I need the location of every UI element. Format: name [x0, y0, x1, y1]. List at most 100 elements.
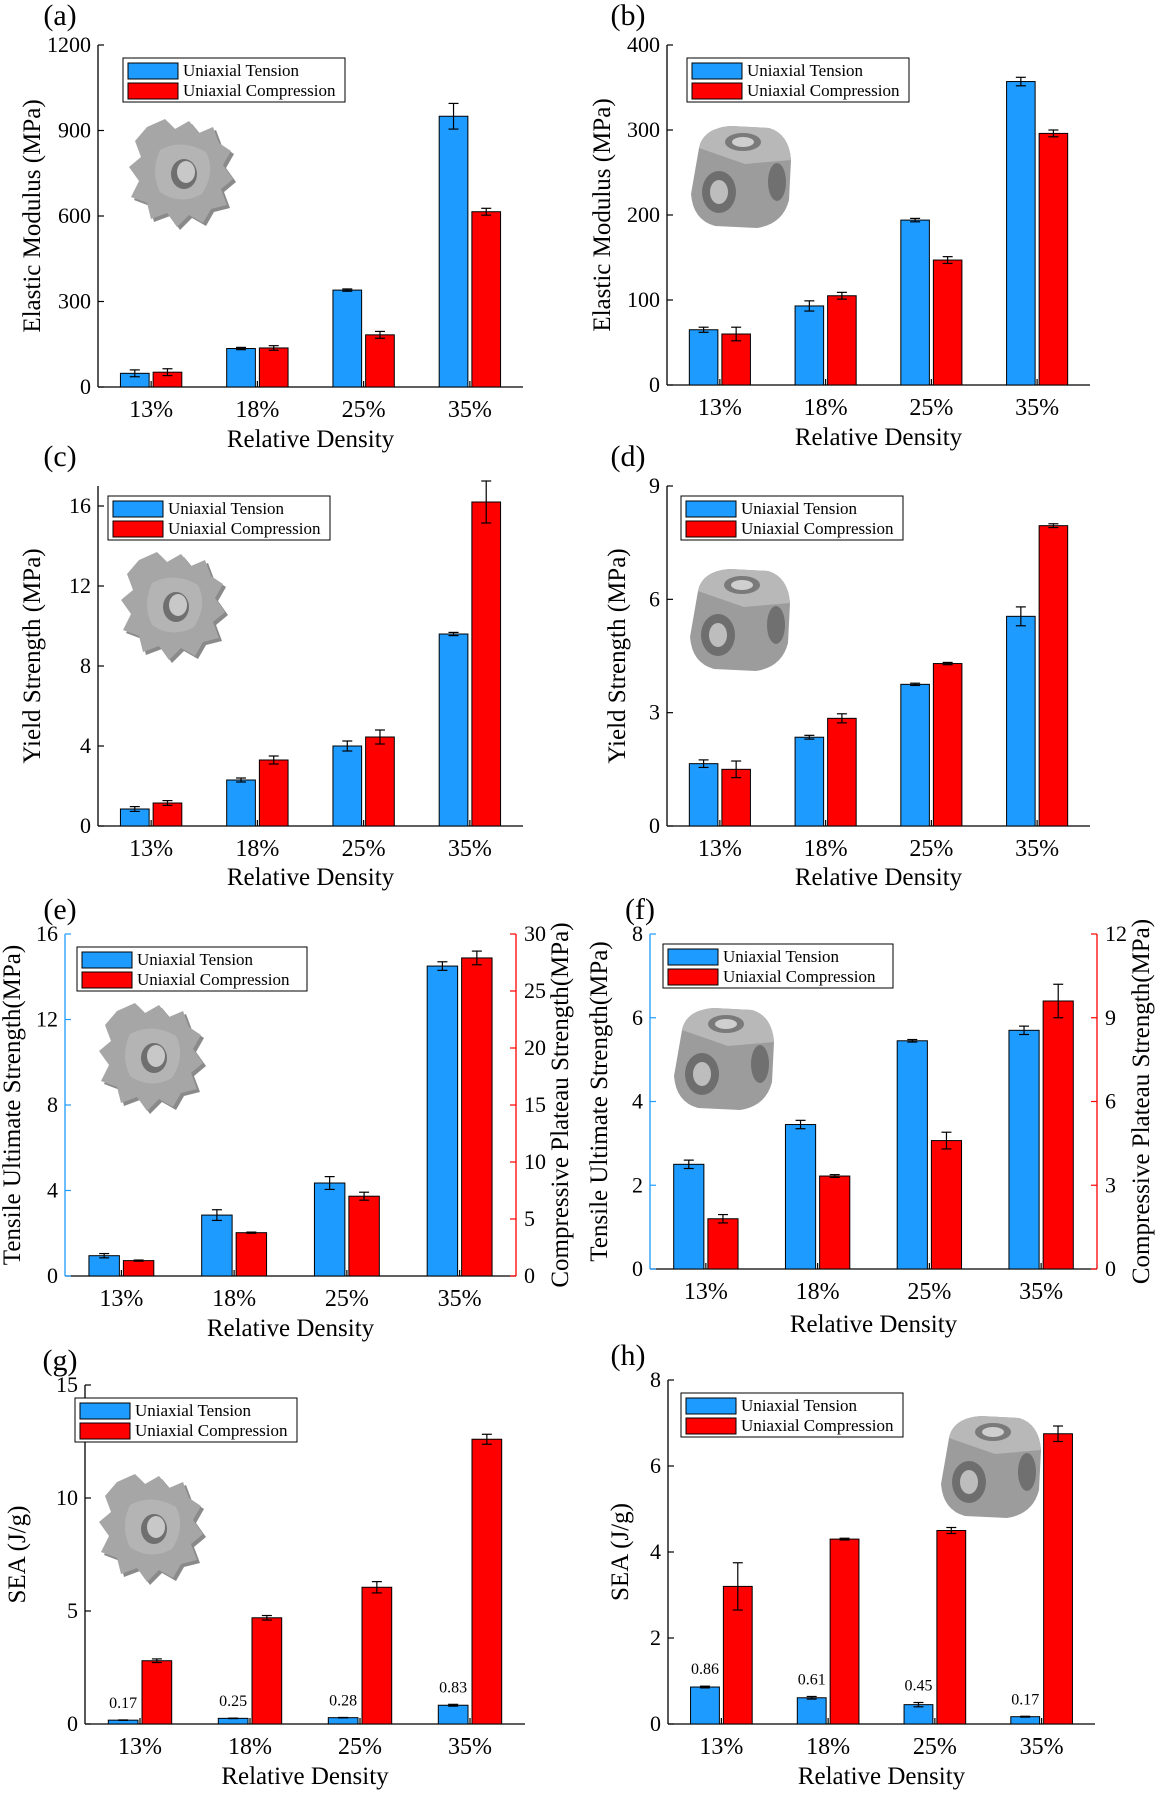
gyroid-hole-inner — [147, 1516, 165, 1538]
y-tick-label: 6 — [650, 1453, 661, 1478]
legend-swatch-tension — [79, 1402, 131, 1420]
cubic-top-hole-inner — [732, 137, 754, 147]
bar-tension — [903, 1704, 934, 1725]
data-label: 0.17 — [109, 1695, 137, 1712]
bar-tension — [201, 1214, 233, 1277]
chart-panel-h: (h) 0 2 4 6 8 13% 0.86 18% 0.61 25% 0.45 35% 0.17 Rela… — [607, 1339, 1095, 1790]
gyroid-hole-inner — [177, 161, 195, 183]
legend-swatch-tension — [667, 948, 719, 966]
x-tick-label: 18% — [235, 397, 279, 423]
panel-label: (e) — [43, 893, 76, 926]
y-tick-label: 6 — [649, 586, 660, 611]
bar-compression — [819, 1175, 851, 1270]
y-tick-label: 6 — [632, 1005, 643, 1030]
x-tick-label: 25% — [913, 1734, 957, 1760]
legend-label-tension: Uniaxial Tension — [741, 1396, 858, 1415]
y-tick-label: 0 — [632, 1256, 643, 1281]
bar-compression — [1042, 1000, 1074, 1270]
y-right-tick-label: 9 — [1105, 1005, 1116, 1030]
x-axis-title: Relative Density — [221, 1763, 389, 1790]
y-tick-label: 8 — [650, 1367, 661, 1392]
x-tick-label: 25% — [342, 836, 386, 862]
legend-label-compression: Uniaxial Compression — [168, 519, 321, 538]
x-tick-label: 18% — [804, 836, 848, 862]
y-axis-title: SEA (J/g) — [607, 1503, 634, 1601]
y-axis-title: SEA (J/g) — [4, 1506, 31, 1604]
bar-tension — [794, 736, 825, 827]
cubic-front-hole-inner — [710, 180, 728, 204]
bar-compression — [1038, 525, 1069, 827]
bar-tension — [426, 965, 459, 1277]
y-tick-label: 16 — [36, 921, 58, 946]
chart-panel-g: (g) 0 5 10 15 13% 0.17 18% 0.25 25% 0.28 35% 0.83 Rel… — [4, 1344, 525, 1790]
panel-label: (a) — [43, 0, 76, 32]
bar-compression — [707, 1218, 739, 1270]
x-tick-label: 13% — [129, 397, 173, 423]
data-label: 0.25 — [219, 1693, 247, 1710]
gyroid-lattice-icon — [121, 552, 228, 663]
bar-compression — [251, 1617, 283, 1725]
bar-compression — [827, 295, 857, 386]
bar-tension — [437, 1704, 469, 1725]
data-label: 0.61 — [798, 1671, 826, 1688]
legend-label-compression: Uniaxial Compression — [741, 519, 894, 538]
cubic-lattice-icon — [690, 569, 790, 671]
y-tick-label: 12 — [36, 1007, 58, 1032]
data-label: 0.83 — [439, 1679, 467, 1696]
y-right-axis-title: Compressive Plateau Strength(MPa) — [547, 922, 574, 1287]
y-tick-label: 600 — [58, 203, 91, 228]
y-tick-label: 8 — [80, 653, 91, 678]
panel-label: (b) — [611, 0, 646, 32]
legend-swatch-compression — [691, 82, 743, 100]
legend-label-tension: Uniaxial Tension — [747, 61, 864, 80]
y-right-tick-label: 15 — [524, 1092, 546, 1117]
bar-tension — [313, 1182, 346, 1277]
bar-tension — [438, 115, 469, 388]
bar-tension — [88, 1255, 120, 1277]
legend-label-compression: Uniaxial Compression — [137, 970, 290, 989]
bar-compression — [365, 334, 395, 388]
y-tick-label: 12 — [69, 573, 91, 598]
bar-compression — [258, 347, 289, 388]
cubic-front-hole-inner — [960, 1470, 978, 1494]
bar-tension — [688, 329, 719, 386]
bar-tension — [896, 1040, 928, 1270]
x-tick-label: 13% — [118, 1734, 162, 1760]
x-tick-label: 13% — [698, 836, 742, 862]
bar-tension — [226, 779, 256, 827]
cubic-top-hole-inner — [731, 580, 753, 590]
y-tick-label: 4 — [80, 733, 91, 758]
y-tick-label: 10 — [56, 1485, 78, 1510]
bar-compression — [122, 1260, 155, 1277]
y-right-tick-label: 5 — [524, 1206, 535, 1231]
y-axis-title: Yield Strength (MPa) — [19, 548, 46, 763]
x-tick-label: 25% — [338, 1734, 382, 1760]
y-right-tick-label: 3 — [1105, 1172, 1116, 1197]
legend-swatch-tension — [81, 951, 133, 969]
x-tick-label: 18% — [796, 1279, 840, 1305]
bar-compression — [930, 1140, 963, 1270]
legend-swatch-tension — [685, 1397, 737, 1415]
x-tick-label: 18% — [228, 1734, 272, 1760]
y-tick-label: 0 — [650, 1711, 661, 1736]
y-tick-label: 0 — [80, 374, 91, 399]
bar-compression — [152, 802, 183, 827]
legend-label-compression: Uniaxial Compression — [747, 81, 900, 100]
y-tick-label: 4 — [632, 1089, 643, 1114]
bar-tension — [688, 763, 719, 827]
y-tick-label: 4 — [47, 1178, 58, 1203]
legend-swatch-compression — [685, 520, 737, 538]
cubic-top-hole-inner — [715, 1019, 737, 1029]
x-tick-label: 13% — [684, 1279, 728, 1305]
x-axis-title: Relative Density — [798, 1763, 966, 1790]
y-axis-title: Yield Strength (MPa) — [604, 548, 631, 763]
bar-compression — [461, 957, 493, 1277]
chart-panel-c: (c) 0 4 8 12 16 13% 18% 25% 35% Relative Density Yi… — [19, 440, 523, 891]
x-axis-title: Relative Density — [790, 1311, 958, 1338]
legend-label-tension: Uniaxial Tension — [168, 499, 285, 518]
cubic-front-hole-inner — [693, 1062, 711, 1086]
